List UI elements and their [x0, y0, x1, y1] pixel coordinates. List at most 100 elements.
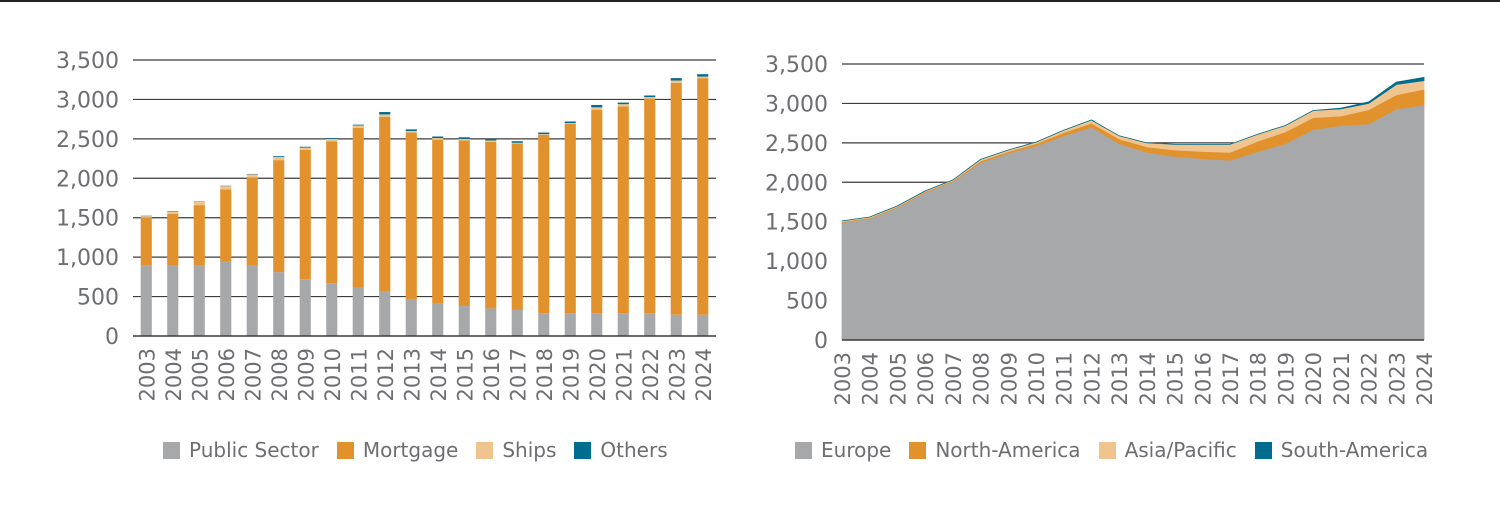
legend-swatch [476, 441, 494, 459]
legend-item-asia-pacific: Asia/Pacific [1098, 438, 1237, 462]
bar-segment-mortgage [167, 213, 179, 266]
legend-swatch [336, 441, 354, 459]
legend-item-public-sector: Public Sector [163, 438, 319, 462]
x-tick-label: 2019 [559, 348, 583, 401]
y-tick-label: 1,000 [765, 250, 828, 275]
top-border-line [0, 0, 1500, 2]
bar-segment-mortgage [458, 140, 470, 307]
bar-segment-ships [644, 97, 656, 99]
x-tick-label: 2011 [1053, 352, 1077, 405]
bar-segment-mortgage [246, 177, 258, 266]
bar-segment-mortgage [617, 106, 629, 314]
bar-segment-ships [670, 80, 682, 83]
bar-segment-others [458, 137, 470, 139]
x-tick-label: 2004 [162, 348, 186, 401]
y-tick-label: 500 [77, 286, 119, 311]
bar-segment-public-sector [273, 272, 285, 336]
x-tick-label: 2021 [612, 348, 636, 401]
bar-segment-others [697, 74, 709, 77]
x-tick-label: 2012 [1080, 352, 1104, 405]
x-tick-label: 2014 [427, 348, 451, 401]
x-tick-label: 2015 [453, 348, 477, 401]
legend-label: South-America [1280, 438, 1429, 462]
bar-segment-public-sector [299, 279, 311, 336]
bar-segment-mortgage [485, 142, 497, 309]
x-tick-label: 2010 [321, 348, 345, 401]
x-tick-label: 2008 [268, 348, 292, 401]
legend-label: Others [600, 438, 668, 462]
legend-swatch [1098, 441, 1116, 459]
bar-segment-public-sector [352, 287, 364, 336]
bar-segment-ships [485, 140, 497, 143]
x-tick-label: 2013 [1108, 352, 1132, 405]
x-tick-label: 2022 [639, 348, 663, 401]
x-tick-label: 2006 [914, 352, 938, 405]
legend-item-north-america: North-America [909, 438, 1081, 462]
bar-segment-public-sector [220, 261, 232, 336]
x-tick-label: 2023 [1385, 352, 1409, 405]
area-south-america [841, 76, 1425, 222]
y-tick-label: 2,000 [56, 167, 119, 192]
bar-segment-others [538, 132, 550, 135]
left-chart-legend: Public Sector Mortgage Ships Others [163, 438, 686, 462]
legend-label: Mortgage [362, 438, 459, 462]
bar-segment-ships [511, 142, 523, 144]
legend-swatch [163, 441, 180, 459]
legend-label: Public Sector [189, 438, 319, 462]
bar-segment-public-sector [564, 313, 576, 336]
bar-segment-mortgage [670, 82, 682, 315]
bar-segment-ships [299, 147, 311, 150]
x-tick-label: 2016 [1191, 352, 1215, 405]
legend-label: North-America [935, 438, 1081, 462]
x-tick-label: 2014 [1136, 352, 1160, 405]
bar-segment-public-sector [458, 306, 470, 336]
x-tick-label: 2013 [400, 348, 424, 401]
x-tick-label: 2023 [665, 348, 689, 401]
x-tick-label: 2017 [506, 348, 530, 401]
bar-segment-public-sector [591, 313, 603, 336]
bar-segment-mortgage [273, 160, 285, 273]
bar-segment-public-sector [405, 298, 417, 336]
bar-segment-others [617, 102, 629, 105]
bar-segment-ships [167, 211, 179, 214]
bar-segment-public-sector [644, 313, 656, 336]
bar-segment-public-sector [538, 313, 550, 336]
legend-item-europe: Europe [795, 438, 891, 462]
y-tick-label: 1,000 [56, 246, 119, 271]
bar-segment-ships [273, 156, 285, 161]
x-tick-label: 2009 [997, 352, 1021, 405]
y-tick-label: 1,500 [56, 207, 119, 232]
bar-segment-mortgage [432, 139, 444, 304]
bar-segment-mortgage [564, 123, 576, 314]
legend-swatch [909, 441, 927, 459]
bar-segment-ships [405, 130, 417, 133]
y-tick-label: 2,500 [765, 132, 828, 157]
x-tick-label: 2005 [886, 352, 910, 405]
bar-segment-public-sector [193, 265, 205, 336]
right-chart-legend: Europe North-America Asia/Pacific South-… [795, 438, 1446, 462]
x-tick-label: 2015 [1164, 352, 1188, 405]
x-tick-label: 2005 [188, 348, 212, 401]
x-tick-label: 2020 [586, 348, 610, 401]
bar-segment-public-sector [379, 291, 391, 336]
x-tick-label: 2019 [1274, 352, 1298, 405]
x-tick-label: 2020 [1302, 352, 1326, 405]
legend-label: Ships [502, 438, 557, 462]
bar-segment-others [405, 129, 417, 131]
bar-segment-others [511, 141, 523, 143]
y-tick-label: 500 [786, 290, 828, 315]
bar-segment-public-sector [670, 314, 682, 336]
bar-segment-public-sector [485, 308, 497, 336]
bar-segment-public-sector [326, 283, 338, 336]
bar-segment-public-sector [511, 309, 523, 336]
x-tick-label: 2017 [1219, 352, 1243, 405]
legend-swatch [1254, 441, 1272, 459]
bar-segment-ships [379, 114, 391, 117]
y-tick-label: 0 [814, 329, 828, 354]
bar-segment-others [644, 95, 656, 98]
bar-segment-mortgage [644, 98, 656, 314]
bar-segment-public-sector [246, 265, 258, 336]
bar-segment-mortgage [140, 217, 152, 266]
